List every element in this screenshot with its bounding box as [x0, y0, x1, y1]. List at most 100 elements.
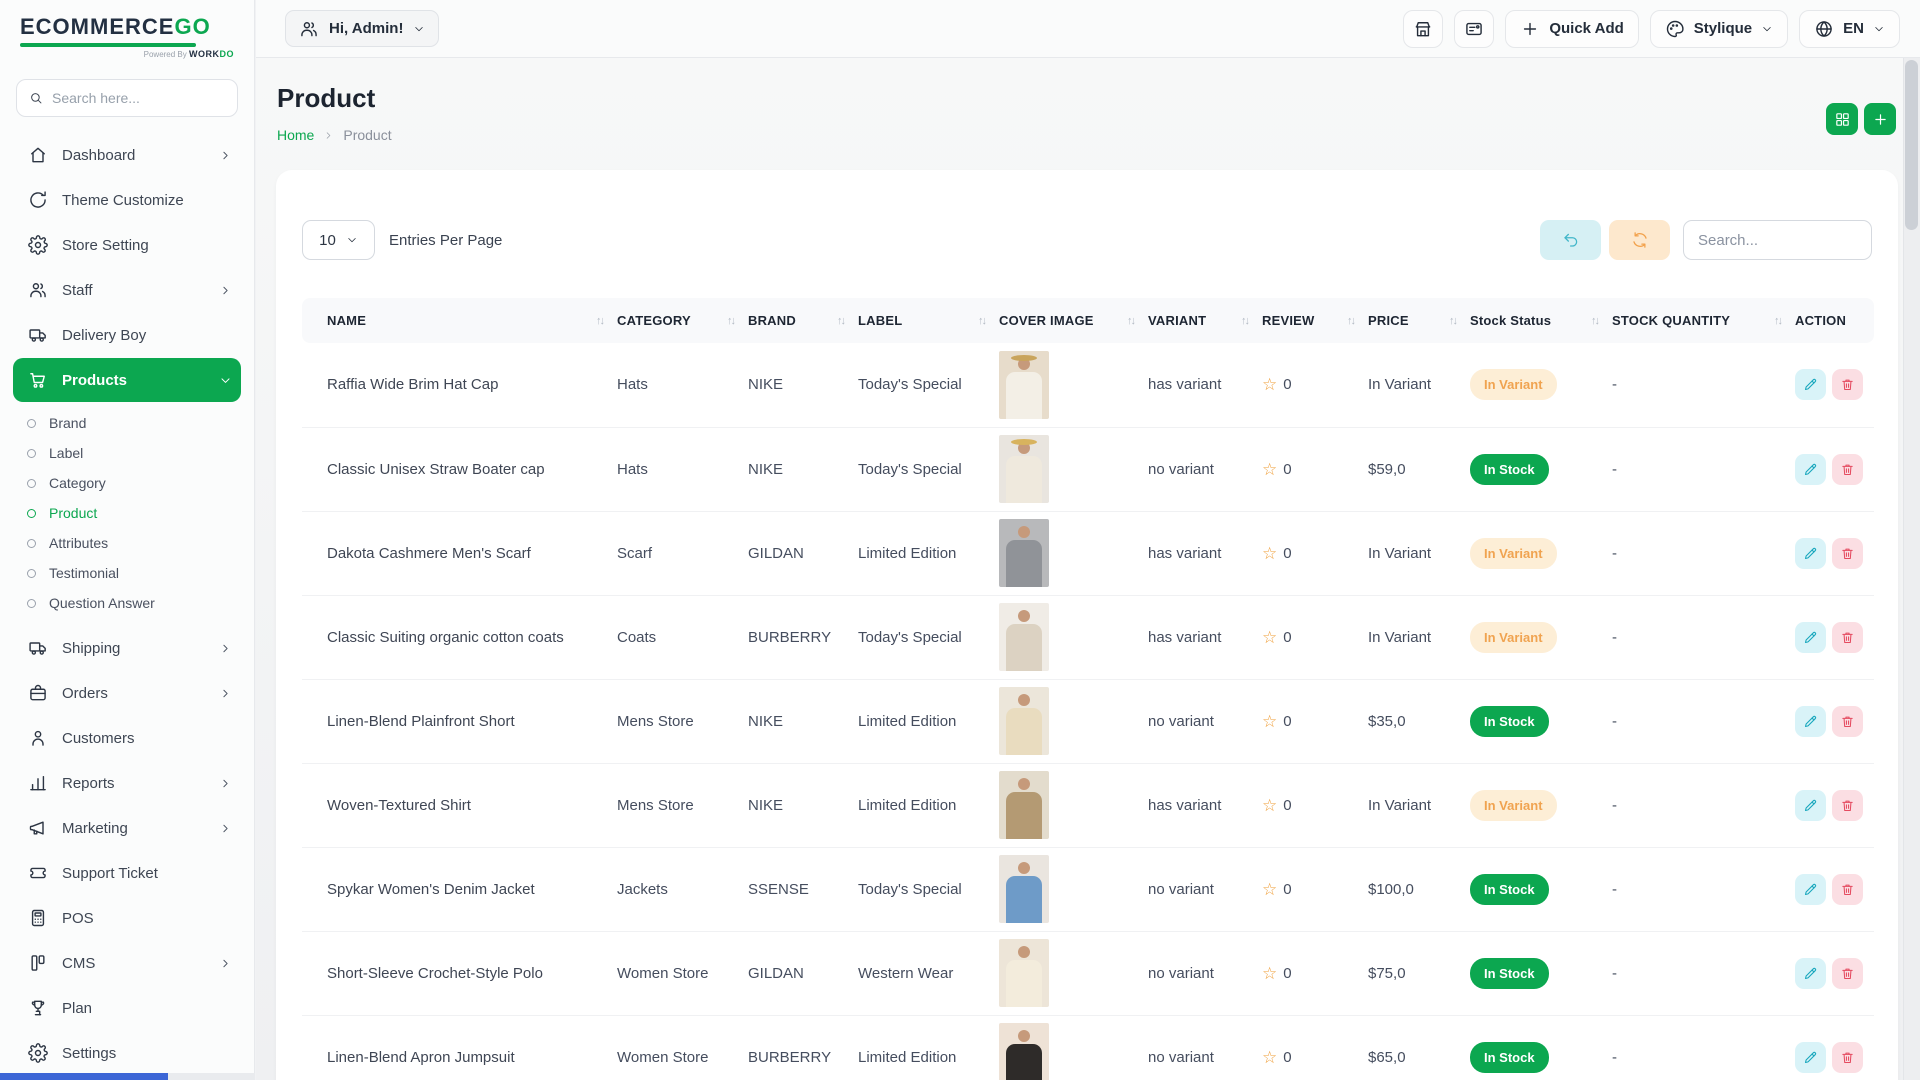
edit-button[interactable]	[1795, 537, 1826, 569]
theme-icon	[28, 190, 48, 210]
sidebar-item-delivery-boy[interactable]: Delivery Boy	[13, 313, 241, 357]
sort-icon[interactable]: ↑↓	[1241, 314, 1250, 327]
sidebar-subitem-brand[interactable]: Brand	[0, 408, 254, 438]
cell-brand: BURBERRY	[748, 1048, 832, 1066]
sidebar-item-reports[interactable]: Reports	[13, 761, 241, 805]
edit-button[interactable]	[1795, 369, 1826, 401]
sidebar-item-customers[interactable]: Customers	[13, 716, 241, 760]
column-header-category[interactable]: CATEGORY ↑↓	[617, 298, 748, 343]
sort-icon[interactable]: ↑↓	[596, 314, 605, 327]
cell-stock-quantity: -	[1612, 847, 1795, 932]
sidebar-item-cms[interactable]: CMS	[13, 941, 241, 985]
column-header-stock-quantity[interactable]: STOCK QUANTITY ↑↓	[1612, 298, 1795, 343]
column-header-review[interactable]: REVIEW ↑↓	[1262, 298, 1368, 343]
sort-icon[interactable]: ↑↓	[1591, 314, 1600, 327]
sidebar-item-marketing[interactable]: Marketing	[13, 806, 241, 850]
cell-cover-image	[999, 763, 1148, 848]
table-row: Linen-Blend Apron Jumpsuit Women Store B…	[302, 1015, 1874, 1080]
delete-button[interactable]	[1832, 873, 1863, 905]
sidebar-item-settings[interactable]: Settings	[13, 1031, 241, 1075]
edit-button[interactable]	[1795, 957, 1826, 989]
sidebar-item-staff[interactable]: Staff	[13, 268, 241, 312]
table-header-row: NAME ↑↓ CATEGORY ↑↓ BRAND ↑↓ LABEL ↑↓ COVER IMAG…	[302, 298, 1874, 343]
delete-button[interactable]	[1832, 453, 1863, 485]
column-header-brand[interactable]: BRAND ↑↓	[748, 298, 858, 343]
sidebar-item-pos[interactable]: POS	[13, 896, 241, 940]
breadcrumb-home-link[interactable]: Home	[277, 127, 315, 143]
delete-button[interactable]	[1832, 705, 1863, 737]
sort-icon[interactable]: ↑↓	[1449, 314, 1458, 327]
sidebar-subitem-question-answer[interactable]: Question Answer	[0, 588, 254, 618]
sidebar-item-shipping[interactable]: Shipping	[13, 626, 241, 670]
sidebar-subitem-category[interactable]: Category	[0, 468, 254, 498]
sidebar-subitem-testimonial[interactable]: Testimonial	[0, 558, 254, 588]
delete-button[interactable]	[1832, 957, 1863, 989]
sidebar-item-orders[interactable]: Orders	[13, 671, 241, 715]
edit-button[interactable]	[1795, 453, 1826, 485]
sidebar-scrollbar-thumb[interactable]	[0, 1073, 168, 1080]
sidebar-item-plan[interactable]: Plan	[13, 986, 241, 1030]
column-header-name[interactable]: NAME ↑↓	[302, 298, 617, 343]
column-header-label[interactable]: LABEL ↑↓	[858, 298, 999, 343]
refresh-button[interactable]	[1609, 220, 1670, 260]
edit-button[interactable]	[1795, 705, 1826, 737]
sort-icon[interactable]: ↑↓	[1774, 314, 1783, 327]
app-logo[interactable]: ECOMMERCEGO Powered By WORKDO	[0, 0, 254, 59]
card-button[interactable]	[1454, 9, 1495, 48]
palette-icon	[1665, 19, 1685, 39]
delete-button[interactable]	[1832, 789, 1863, 821]
trash-icon	[1840, 1050, 1855, 1065]
entries-per-page-select[interactable]: 10	[302, 220, 375, 260]
topbar: Hi, Admin! Quick Add Stylique EN	[256, 0, 1920, 58]
column-header-cover-image[interactable]: COVER IMAGE ↑↓	[999, 298, 1148, 343]
trash-icon	[1840, 966, 1855, 981]
delete-button[interactable]	[1832, 537, 1863, 569]
window-scrollbar-thumb[interactable]	[1905, 60, 1918, 230]
users-icon	[299, 19, 319, 39]
sidebar-item-support-ticket[interactable]: Support Ticket	[13, 851, 241, 895]
sort-icon[interactable]: ↑↓	[978, 314, 987, 327]
sort-icon[interactable]: ↑↓	[1127, 314, 1136, 327]
globe-icon	[1814, 19, 1834, 39]
theme-select-button[interactable]: Stylique	[1649, 9, 1789, 48]
storefront-button[interactable]	[1403, 9, 1444, 48]
column-header-stock-status[interactable]: Stock Status ↑↓	[1470, 298, 1612, 343]
column-header-variant[interactable]: VARIANT ↑↓	[1148, 298, 1262, 343]
sort-icon[interactable]: ↑↓	[837, 314, 846, 327]
sidebar-subitem-label[interactable]: Label	[0, 438, 254, 468]
table-search-input[interactable]	[1683, 220, 1872, 260]
sidebar-item-products[interactable]: Products	[13, 358, 241, 402]
sort-icon[interactable]: ↑↓	[727, 314, 736, 327]
edit-button[interactable]	[1795, 621, 1826, 653]
column-header-price[interactable]: PRICE ↑↓	[1368, 298, 1470, 343]
edit-button[interactable]	[1795, 873, 1826, 905]
cell-brand: NIKE	[748, 763, 858, 848]
delete-button[interactable]	[1832, 621, 1863, 653]
language-select-button[interactable]: EN	[1799, 9, 1900, 48]
reset-filters-button[interactable]	[1540, 220, 1601, 260]
cell-stock-quantity: -	[1612, 511, 1795, 596]
sort-icon[interactable]: ↑↓	[1347, 314, 1356, 327]
window-scrollbar-track	[1903, 58, 1920, 1080]
sidebar-search-input[interactable]	[52, 90, 233, 106]
star-icon: ☆	[1262, 1047, 1278, 1067]
user-menu-button[interactable]: Hi, Admin!	[285, 10, 440, 47]
grid-view-button[interactable]	[1826, 103, 1858, 135]
sidebar-item-store-setting[interactable]: Store Setting	[13, 223, 241, 267]
delete-button[interactable]	[1832, 369, 1863, 401]
sidebar-item-theme-customize[interactable]: Theme Customize	[13, 178, 241, 222]
sidebar-subitem-product[interactable]: Product	[0, 498, 254, 528]
sidebar-item-dashboard[interactable]: Dashboard	[13, 133, 241, 177]
edit-button[interactable]	[1795, 1041, 1826, 1073]
quick-add-button[interactable]: Quick Add	[1505, 9, 1639, 48]
table-row: Dakota Cashmere Men's Scarf Scarf GILDAN…	[302, 511, 1874, 596]
cell-cover-image	[999, 595, 1148, 680]
edit-button[interactable]	[1795, 789, 1826, 821]
pencil-icon	[1803, 630, 1818, 645]
sidebar-subitem-attributes[interactable]: Attributes	[0, 528, 254, 558]
chevron-right-icon	[219, 642, 232, 655]
add-product-button[interactable]	[1864, 103, 1896, 135]
cell-category: Scarf	[617, 511, 748, 596]
gear-icon	[28, 1043, 48, 1063]
delete-button[interactable]	[1832, 1041, 1863, 1073]
